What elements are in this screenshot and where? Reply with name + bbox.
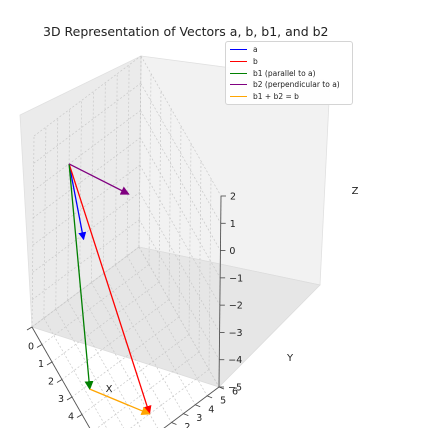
grid-line-y: [91, 282, 172, 423]
grid-line-z: [140, 83, 222, 224]
y-tick-label: 3: [196, 413, 202, 424]
x-tick-mark: [76, 414, 83, 418]
y-axis-line: [163, 386, 220, 428]
grid-line-y: [103, 273, 184, 414]
z-tick-label: 1: [230, 219, 236, 230]
grid-line-y: [126, 255, 208, 397]
z-tick-label: 2: [230, 192, 236, 203]
axis-lines: [26, 195, 226, 428]
legend-swatch: [230, 61, 247, 63]
z-axis-label: Z: [352, 186, 359, 197]
grid-line-y: [43, 317, 108, 428]
x-tick-label: 2: [48, 377, 54, 388]
y-tick-mark: [206, 395, 213, 399]
x-tick-label: 0: [28, 342, 34, 353]
vector-a: [68, 163, 87, 241]
grid-line-z: [139, 192, 220, 333]
y-axis-label: Y: [286, 353, 294, 364]
z-tick-label: −2: [229, 301, 243, 312]
chart-title: 3D Representation of Vectors a, b, b1, a…: [43, 24, 329, 39]
y-tick-label: 4: [208, 404, 214, 415]
grid-line-z: [138, 246, 220, 388]
y-tick-mark: [171, 422, 177, 425]
vector-b2: [68, 163, 130, 195]
x-axis-label: X: [106, 384, 113, 395]
grid-line-y: [55, 309, 125, 428]
legend-label: b1 + b2 = b: [253, 92, 299, 102]
y-tick-mark: [183, 413, 189, 417]
grid-line-z: [139, 164, 221, 306]
legend-label: b: [253, 57, 258, 67]
grid-line-y: [67, 300, 142, 428]
x-tick-label: 4: [68, 412, 74, 423]
grid-line-z: [140, 110, 221, 251]
z-tick-label: −1: [229, 273, 243, 284]
grid-line-z: [140, 55, 222, 197]
legend-item: a: [230, 44, 348, 56]
z-axis-line: [218, 195, 222, 388]
legend-label: b2 (perpendicular to a): [253, 80, 340, 90]
legend-item: b1 (parallel to a): [230, 67, 348, 79]
grid-line-z: [139, 137, 221, 279]
legend-item: b1 + b2 = b: [230, 91, 348, 103]
grid-line-y: [114, 264, 196, 405]
grid-line-z: [138, 219, 220, 360]
x-tick-mark: [26, 326, 33, 331]
x-tick-mark: [66, 396, 73, 401]
grid-line-y: [79, 291, 158, 428]
legend: a b b1 (parallel to a) b2 (perpendicular to…: [225, 41, 353, 105]
legend-swatch: [230, 84, 247, 86]
legend-item: b: [230, 56, 348, 68]
vector-b: [68, 163, 152, 415]
x-tick-mark: [36, 344, 43, 348]
z-tick-label: 0: [229, 246, 235, 257]
vector-b1: [68, 163, 94, 391]
y-tick-mark: [195, 404, 201, 408]
legend-item: b2 (perpendicular to a): [230, 79, 348, 91]
y-tick-label: 2: [184, 422, 190, 428]
z-tick-label: −3: [229, 328, 243, 339]
grid-line-x: [163, 386, 220, 428]
x-tick-mark: [46, 361, 53, 366]
vector-b1-sum: [89, 388, 151, 416]
y-tick-label: 6: [232, 387, 238, 398]
x-tick-mark: [56, 379, 63, 383]
grid-lines: [31, 55, 222, 428]
legend-label: b1 (parallel to a): [253, 68, 316, 78]
y-tick-label: 5: [220, 395, 226, 406]
vectors: [68, 163, 152, 416]
z-tick-label: −5: [228, 383, 242, 394]
x-tick-label: 3: [58, 394, 64, 405]
legend-label: a: [253, 45, 258, 55]
x-axis-line: [31, 326, 91, 428]
x-tick-label: 1: [38, 359, 44, 370]
z-tick-label: −4: [228, 355, 242, 366]
legend-swatch: [230, 72, 247, 74]
legend-swatch: [230, 49, 247, 51]
legend-swatch: [230, 96, 247, 98]
